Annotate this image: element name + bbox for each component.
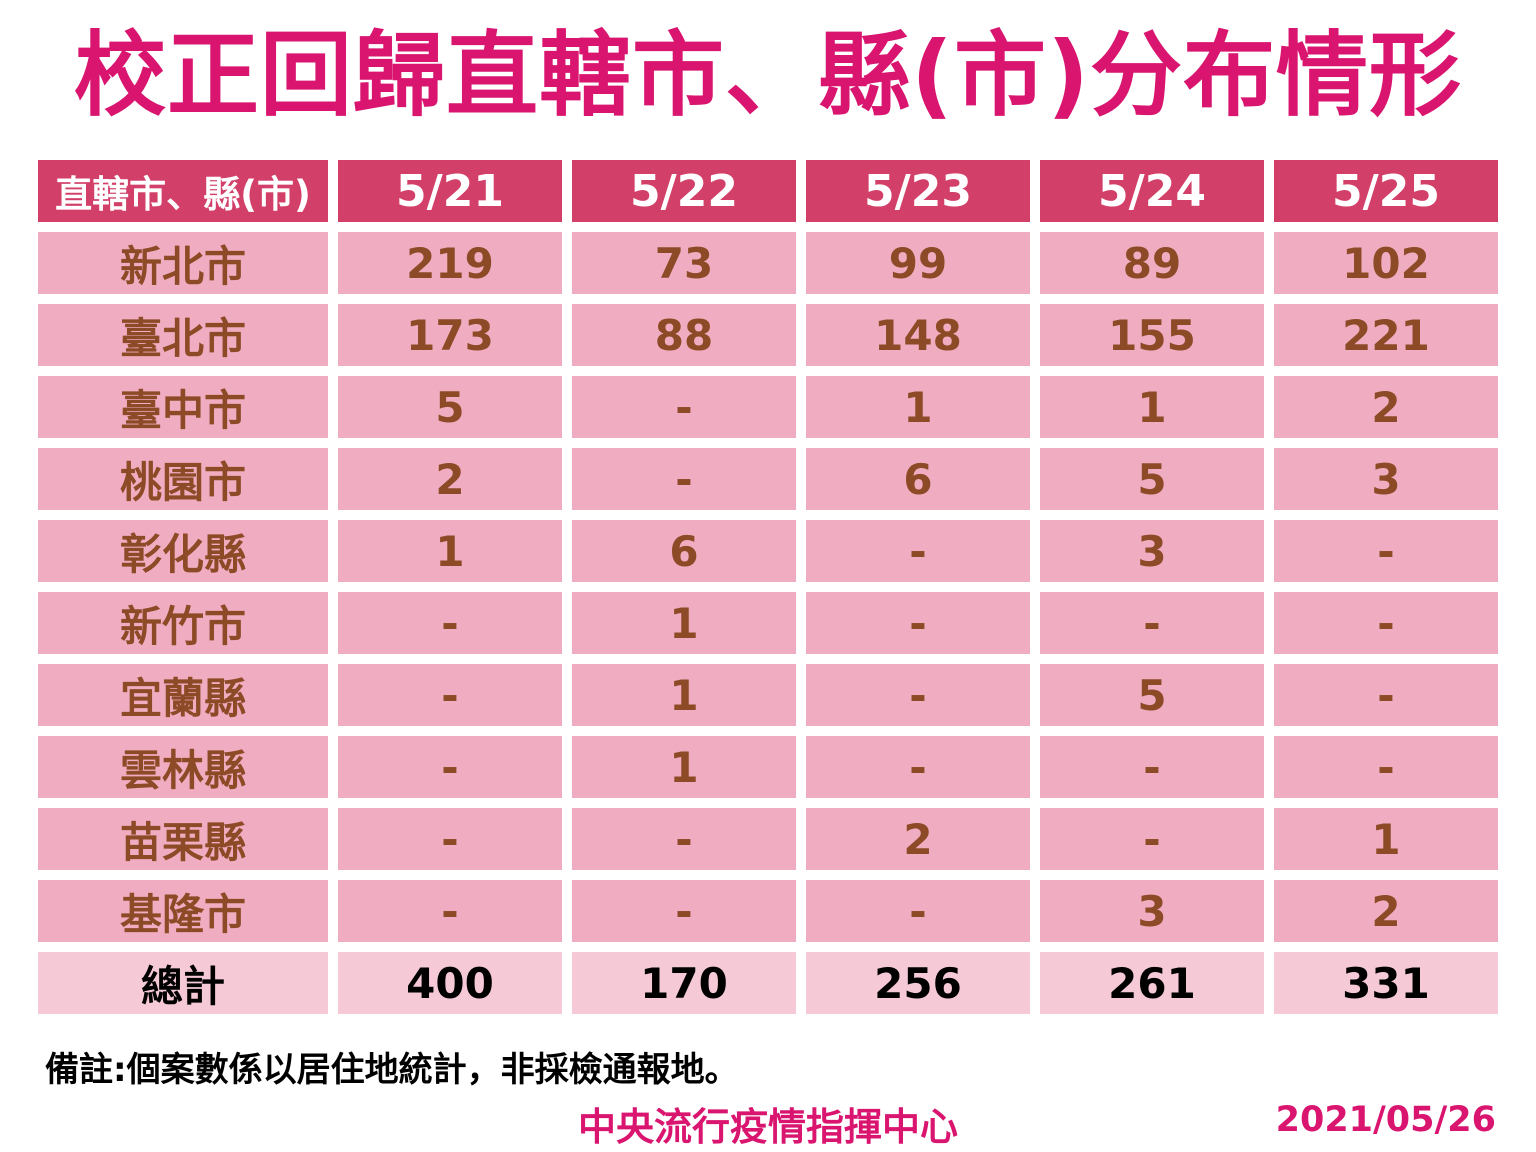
value-cell: 148: [806, 304, 1030, 366]
value-cell: -: [338, 736, 562, 798]
value-cell: 3: [1040, 880, 1264, 942]
value-cell: -: [806, 664, 1030, 726]
value-cell: 3: [1274, 448, 1498, 510]
value-cell: 173: [338, 304, 562, 366]
value-cell: 155: [1040, 304, 1264, 366]
value-cell: -: [1274, 520, 1498, 582]
value-cell: -: [572, 376, 796, 438]
value-cell: 1: [338, 520, 562, 582]
value-cell: 73: [572, 232, 796, 294]
row-label: 臺北市: [38, 304, 328, 366]
page-title: 校正回歸直轄市、縣(市)分布情形: [73, 22, 1463, 129]
row-label: 宜蘭縣: [38, 664, 328, 726]
value-cell: 221: [1274, 304, 1498, 366]
value-cell: -: [1040, 808, 1264, 870]
total-value: 331: [1274, 952, 1498, 1014]
value-cell: -: [338, 664, 562, 726]
header-date-5/24: 5/24: [1040, 160, 1264, 222]
value-cell: 1: [572, 664, 796, 726]
value-cell: 6: [806, 448, 1030, 510]
value-cell: 2: [1274, 880, 1498, 942]
header-date-5/25: 5/25: [1274, 160, 1498, 222]
distribution-table: 直轄市、縣(市) 5/21 5/22 5/23 5/24 5/25 新北市 219 73 99 89…: [38, 160, 1498, 1014]
value-cell: 1: [1040, 376, 1264, 438]
value-cell: -: [1274, 736, 1498, 798]
row-label: 彰化縣: [38, 520, 328, 582]
value-cell: -: [338, 592, 562, 654]
report-date: 2021/05/26: [1275, 1100, 1496, 1140]
row-label: 雲林縣: [38, 736, 328, 798]
value-cell: -: [572, 808, 796, 870]
header-date-5/23: 5/23: [806, 160, 1030, 222]
value-cell: 88: [572, 304, 796, 366]
row-label: 基隆市: [38, 880, 328, 942]
header-region-column: 直轄市、縣(市): [38, 160, 328, 222]
value-cell: -: [1040, 592, 1264, 654]
value-cell: 99: [806, 232, 1030, 294]
value-cell: -: [338, 880, 562, 942]
row-label: 桃園市: [38, 448, 328, 510]
value-cell: -: [572, 448, 796, 510]
total-value: 256: [806, 952, 1030, 1014]
value-cell: 89: [1040, 232, 1264, 294]
value-cell: 2: [1274, 376, 1498, 438]
total-value: 400: [338, 952, 562, 1014]
value-cell: -: [572, 880, 796, 942]
total-value: 170: [572, 952, 796, 1014]
value-cell: 5: [1040, 448, 1264, 510]
total-value: 261: [1040, 952, 1264, 1014]
row-label: 苗栗縣: [38, 808, 328, 870]
value-cell: -: [806, 880, 1030, 942]
value-cell: -: [806, 736, 1030, 798]
value-cell: -: [1040, 736, 1264, 798]
value-cell: 219: [338, 232, 562, 294]
value-cell: 5: [338, 376, 562, 438]
org-name: 中央流行疫情指揮中心: [577, 1105, 958, 1149]
value-cell: -: [1274, 592, 1498, 654]
row-label: 新竹市: [38, 592, 328, 654]
footnote: 備註:個案數係以居住地統計，非採檢通報地。: [45, 1050, 739, 1090]
row-label: 新北市: [38, 232, 328, 294]
value-cell: 2: [338, 448, 562, 510]
value-cell: -: [806, 592, 1030, 654]
value-cell: -: [806, 520, 1030, 582]
row-label: 臺中市: [38, 376, 328, 438]
value-cell: 102: [1274, 232, 1498, 294]
value-cell: 1: [806, 376, 1030, 438]
value-cell: 1: [572, 592, 796, 654]
header-date-5/22: 5/22: [572, 160, 796, 222]
value-cell: -: [338, 808, 562, 870]
value-cell: 2: [806, 808, 1030, 870]
header-date-5/21: 5/21: [338, 160, 562, 222]
value-cell: -: [1274, 664, 1498, 726]
value-cell: 3: [1040, 520, 1264, 582]
value-cell: 5: [1040, 664, 1264, 726]
value-cell: 6: [572, 520, 796, 582]
value-cell: 1: [1274, 808, 1498, 870]
value-cell: 1: [572, 736, 796, 798]
total-label: 總計: [38, 952, 328, 1014]
